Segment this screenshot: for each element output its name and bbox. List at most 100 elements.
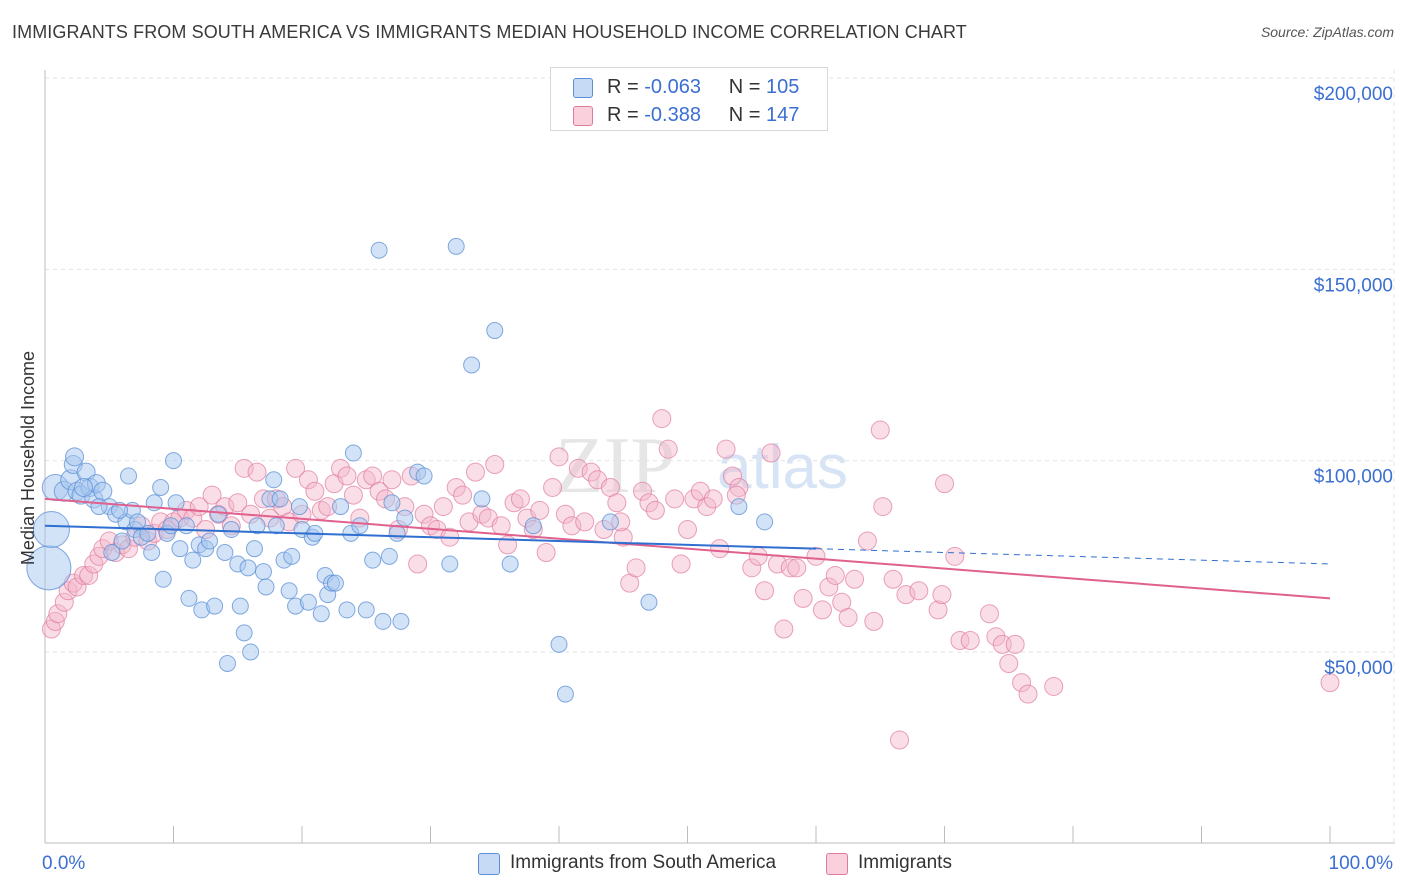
data-point-immigrants xyxy=(331,458,351,478)
data-point-south-america xyxy=(486,322,504,340)
legend-n-label: N = xyxy=(728,76,761,98)
data-point-south-america xyxy=(103,544,121,562)
data-point-south-america xyxy=(32,511,70,549)
data-point-south-america xyxy=(383,494,401,512)
data-point-immigrants xyxy=(825,565,845,585)
data-point-south-america xyxy=(245,540,263,558)
data-point-south-america xyxy=(370,241,388,259)
data-point-immigrants xyxy=(645,500,665,520)
data-point-immigrants xyxy=(716,439,736,459)
data-point-immigrants xyxy=(857,531,877,551)
data-point-immigrants xyxy=(845,569,865,589)
data-point-immigrants xyxy=(491,516,511,536)
data-point-immigrants xyxy=(581,462,601,482)
south-america-points xyxy=(26,237,774,703)
data-point-immigrants xyxy=(890,730,910,750)
data-point-south-america xyxy=(74,477,94,497)
data-point-south-america xyxy=(501,555,519,573)
data-point-immigrants xyxy=(1018,684,1038,704)
data-point-south-america xyxy=(271,490,289,508)
trend-line-south-america xyxy=(44,524,817,550)
legend-n-value: 147 xyxy=(766,104,800,126)
data-point-immigrants xyxy=(780,558,800,578)
data-point-south-america xyxy=(152,478,170,496)
data-point-immigrants xyxy=(234,458,254,478)
data-point-south-america xyxy=(254,563,272,581)
data-point-immigrants xyxy=(932,585,952,605)
data-point-immigrants xyxy=(652,409,672,429)
data-point-immigrants xyxy=(658,439,678,459)
data-point-immigrants xyxy=(710,539,730,559)
data-point-immigrants xyxy=(67,577,87,597)
data-point-south-america xyxy=(473,490,491,508)
data-point-south-america xyxy=(171,540,189,558)
data-point-immigrants xyxy=(465,462,485,482)
data-point-south-america xyxy=(216,544,234,562)
data-point-immigrants xyxy=(873,497,893,517)
data-point-immigrants xyxy=(433,497,453,517)
data-point-immigrants xyxy=(671,554,691,574)
data-point-immigrants xyxy=(935,474,954,494)
data-point-south-america xyxy=(332,498,350,516)
data-point-south-america xyxy=(111,501,129,519)
data-point-south-america xyxy=(447,237,465,255)
data-point-immigrants xyxy=(510,489,530,509)
data-point-immigrants xyxy=(575,512,595,532)
data-point-immigrants xyxy=(549,447,569,467)
data-point-immigrants xyxy=(1005,634,1025,654)
data-point-immigrants xyxy=(950,631,970,651)
data-point-immigrants xyxy=(1012,673,1032,693)
data-point-immigrants xyxy=(812,600,832,620)
data-point-south-america xyxy=(143,544,161,562)
data-point-immigrants xyxy=(536,543,556,563)
data-point-immigrants xyxy=(414,504,434,524)
data-point-south-america xyxy=(129,513,147,531)
data-point-immigrants xyxy=(562,516,582,536)
data-point-immigrants xyxy=(665,489,685,509)
data-point-south-america xyxy=(463,356,481,374)
data-point-south-america xyxy=(640,593,658,611)
data-point-south-america xyxy=(312,605,330,623)
data-point-immigrants xyxy=(864,611,884,631)
data-point-south-america xyxy=(524,517,542,535)
data-point-immigrants xyxy=(678,520,697,540)
correlation-legend: R = -0.063 N = 105 R = -0.388 N = 147 xyxy=(550,67,828,131)
data-point-immigrants xyxy=(54,592,74,612)
y-axis-label: Median Household Income xyxy=(18,351,38,565)
bottom-legend-label-immigrants: Immigrants xyxy=(858,852,952,873)
legend-r-label: R = xyxy=(607,104,639,126)
data-point-south-america xyxy=(388,524,406,542)
data-point-immigrants xyxy=(793,588,813,608)
data-point-south-america xyxy=(396,509,414,527)
data-point-south-america xyxy=(113,532,131,550)
legend-r-label: R = xyxy=(607,76,639,98)
data-point-south-america xyxy=(184,551,202,569)
y-tick-label: $200,000 xyxy=(1314,84,1393,105)
data-point-south-america xyxy=(65,447,85,467)
data-point-south-america xyxy=(242,643,260,661)
data-point-immigrants xyxy=(633,481,653,501)
data-point-immigrants xyxy=(45,611,65,631)
data-point-immigrants xyxy=(485,454,505,474)
bottom-legend-swatch-blue xyxy=(478,853,500,875)
data-point-south-america xyxy=(364,551,382,569)
data-point-south-america xyxy=(441,555,459,573)
data-point-south-america xyxy=(357,601,375,619)
trend-lines xyxy=(44,497,1331,600)
data-point-south-america xyxy=(374,612,392,630)
data-point-south-america xyxy=(392,612,410,630)
data-point-south-america xyxy=(235,624,253,642)
data-point-south-america xyxy=(180,589,198,607)
data-point-south-america xyxy=(167,494,185,512)
data-point-immigrants xyxy=(697,497,717,517)
trend-line-south-america-extension xyxy=(815,548,1331,565)
data-point-immigrants xyxy=(613,527,633,547)
data-point-south-america xyxy=(231,597,249,615)
data-point-immigrants xyxy=(945,546,965,566)
data-point-immigrants xyxy=(446,477,466,497)
data-point-immigrants xyxy=(555,504,575,524)
data-point-south-america xyxy=(267,517,285,535)
data-point-south-america xyxy=(730,498,748,516)
data-point-south-america xyxy=(154,570,172,588)
